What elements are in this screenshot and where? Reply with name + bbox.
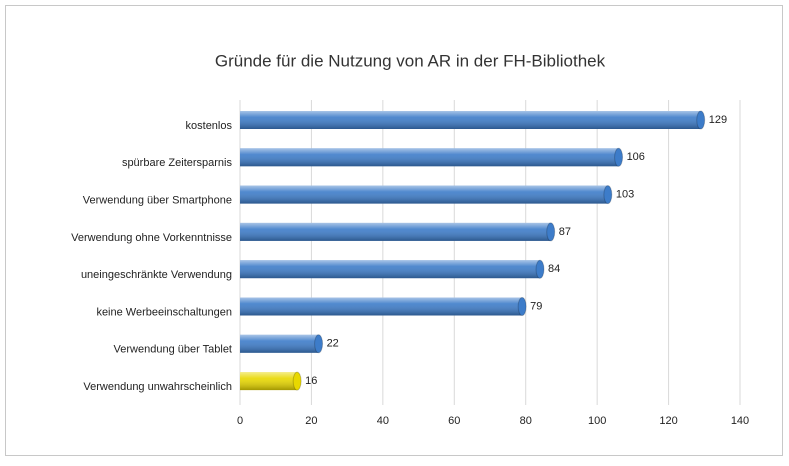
category-label: spürbare Zeitersparnis <box>122 157 233 169</box>
category-label: Verwendung ohne Vorkenntnisse <box>71 232 232 244</box>
chart-title: Gründe für die Nutzung von AR in der FH-… <box>215 51 606 70</box>
x-tick-label: 40 <box>377 415 389 427</box>
value-label: 87 <box>559 226 571 238</box>
bar-shade <box>240 222 551 241</box>
value-label: 103 <box>616 189 634 201</box>
category-label: keine Werbeeinschaltungen <box>96 306 232 318</box>
bar-cap <box>696 110 706 130</box>
value-label: 22 <box>327 338 339 350</box>
x-tick-label: 20 <box>305 415 317 427</box>
category-label: kostenlos <box>186 120 233 132</box>
bar-shade <box>240 297 523 316</box>
bar-shade <box>240 185 608 204</box>
value-label: 16 <box>305 375 317 387</box>
x-tick-label: 120 <box>659 415 677 427</box>
x-tick-label: 100 <box>588 415 606 427</box>
value-label: 129 <box>709 114 727 126</box>
x-tick-label: 0 <box>237 415 243 427</box>
bar-cap <box>535 259 545 279</box>
bar-cap <box>546 222 556 242</box>
x-tick-label: 140 <box>731 415 749 427</box>
value-label: 79 <box>530 300 542 312</box>
bar-cap <box>614 147 624 167</box>
bar-cap <box>603 185 613 205</box>
bar-shade <box>240 260 540 279</box>
value-label: 106 <box>627 151 645 163</box>
bar-shade <box>240 334 319 353</box>
bar-shade <box>240 148 619 167</box>
bar-cap <box>292 371 302 391</box>
category-label: Verwendung über Tablet <box>114 344 232 356</box>
value-label: 84 <box>548 263 560 275</box>
bar-shade <box>240 372 298 391</box>
category-label: Verwendung unwahrscheinlich <box>83 381 232 393</box>
bar-cap <box>314 334 324 354</box>
x-tick-label: 80 <box>520 415 532 427</box>
bar-shade <box>240 111 701 129</box>
bar-cap <box>517 297 527 316</box>
category-label: uneingeschränkte Verwendung <box>81 269 232 281</box>
category-label: Verwendung über Smartphone <box>83 195 232 207</box>
x-tick-label: 60 <box>448 415 460 427</box>
